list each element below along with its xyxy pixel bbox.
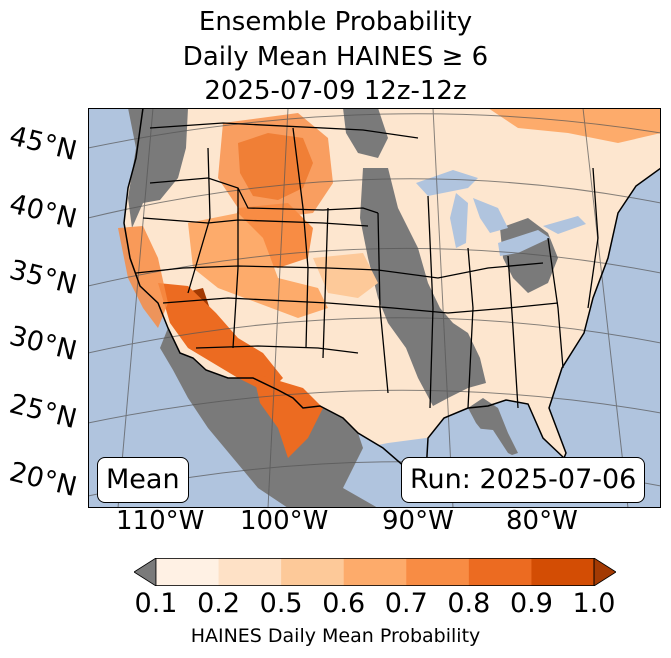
colorbar-segment xyxy=(406,558,470,586)
colorbar-segment xyxy=(343,558,407,586)
great-lakes xyxy=(416,170,586,256)
probability-map xyxy=(88,108,661,508)
hotspot-southwest xyxy=(158,283,283,393)
hotspot-rockies xyxy=(188,213,328,318)
coastline xyxy=(123,108,661,474)
lat-label-45: 45°N xyxy=(6,120,80,168)
gray-zone-canada xyxy=(343,108,388,158)
colorbar-under-arrow xyxy=(134,558,157,586)
lon-label-110: 110°W xyxy=(116,506,205,536)
colorbar-tick-label: 0.8 xyxy=(447,588,491,619)
lat-label-25: 25°N xyxy=(6,388,80,436)
gray-zone-southeast xyxy=(468,398,518,458)
colorbar-tick-label: 0.6 xyxy=(322,588,366,619)
hotspot-canada-east xyxy=(488,108,661,143)
gray-zone-midwest xyxy=(360,168,486,406)
title-line-3: 2025-07-09 12z-12z xyxy=(204,76,467,106)
colorbar-label: HAINES Daily Mean Probability xyxy=(190,625,481,647)
colorbar-segment xyxy=(468,558,532,586)
colorbar-tick-label: 1.0 xyxy=(572,588,616,619)
hotspot-mexico-west xyxy=(253,373,323,458)
lon-label-100: 100°W xyxy=(240,506,329,536)
hotspot-nebraska xyxy=(313,253,378,298)
mean-label-box: Mean xyxy=(97,457,189,503)
colorbar-tick-label: 0.7 xyxy=(384,588,428,619)
state-borders xyxy=(135,122,599,409)
colorbar-segment xyxy=(531,558,595,586)
lon-label-90: 90°W xyxy=(382,506,454,536)
colorbar-tick-label: 0.5 xyxy=(259,588,303,619)
colorbar-segment xyxy=(156,558,220,586)
colorbar-segment xyxy=(281,558,345,586)
lat-label-35: 35°N xyxy=(6,254,80,302)
lat-label-40: 40°N xyxy=(6,188,80,236)
colorbar-tick-label: 0.9 xyxy=(509,588,553,619)
colorbar-segment xyxy=(218,558,282,586)
lat-label-30: 30°N xyxy=(6,320,80,368)
colorbar-tick-label: 0.1 xyxy=(134,588,178,619)
land-mexico xyxy=(160,328,378,508)
lat-label-20: 20°N xyxy=(6,456,80,504)
hotspot-montana-halo xyxy=(218,113,333,218)
colorbar-tick-label: 0.2 xyxy=(197,588,241,619)
colorbar xyxy=(134,558,616,586)
title-line-2: Daily Mean HAINES ≥ 6 xyxy=(182,42,489,72)
colorbar-over-arrow xyxy=(593,558,616,586)
lon-label-80: 80°W xyxy=(506,506,578,536)
hotspot-california xyxy=(118,226,168,328)
run-label-box: Run: 2025-07-06 xyxy=(401,457,646,503)
title-line-1: Ensemble Probability xyxy=(198,7,473,37)
